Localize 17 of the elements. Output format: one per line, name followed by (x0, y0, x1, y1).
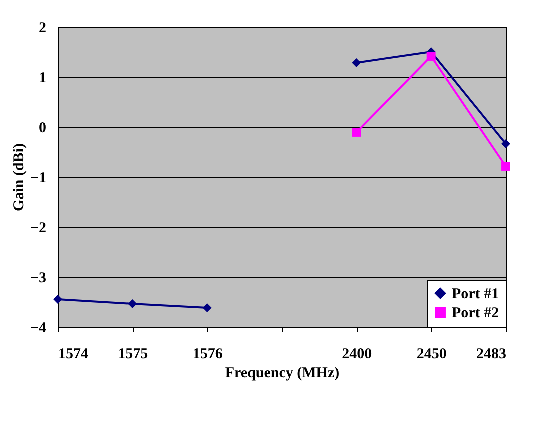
y-tick-label: −3 (30, 270, 46, 286)
y-tick-label: 0 (39, 120, 46, 136)
y-tick-label: −2 (30, 220, 46, 236)
y-axis-title: Gain (dBi) (11, 144, 28, 212)
y-tick-label: 2 (39, 20, 46, 36)
y-tick-label: 1 (39, 70, 46, 86)
legend-label: Port #2 (452, 306, 500, 322)
y-tick-label: −4 (30, 320, 47, 336)
legend-label: Port #1 (452, 286, 500, 302)
x-tick-label: 1575 (118, 346, 148, 362)
x-axis-title: Frequency (MHz) (225, 366, 340, 382)
x-tick-label: 2450 (416, 346, 447, 362)
x-tick-label: 2483 (476, 346, 506, 362)
x-tick-label: 1574 (58, 346, 89, 362)
x-tick-label: 1576 (192, 346, 224, 362)
y-tick-label: −1 (30, 170, 46, 186)
x-tick-label: 2400 (342, 346, 372, 362)
